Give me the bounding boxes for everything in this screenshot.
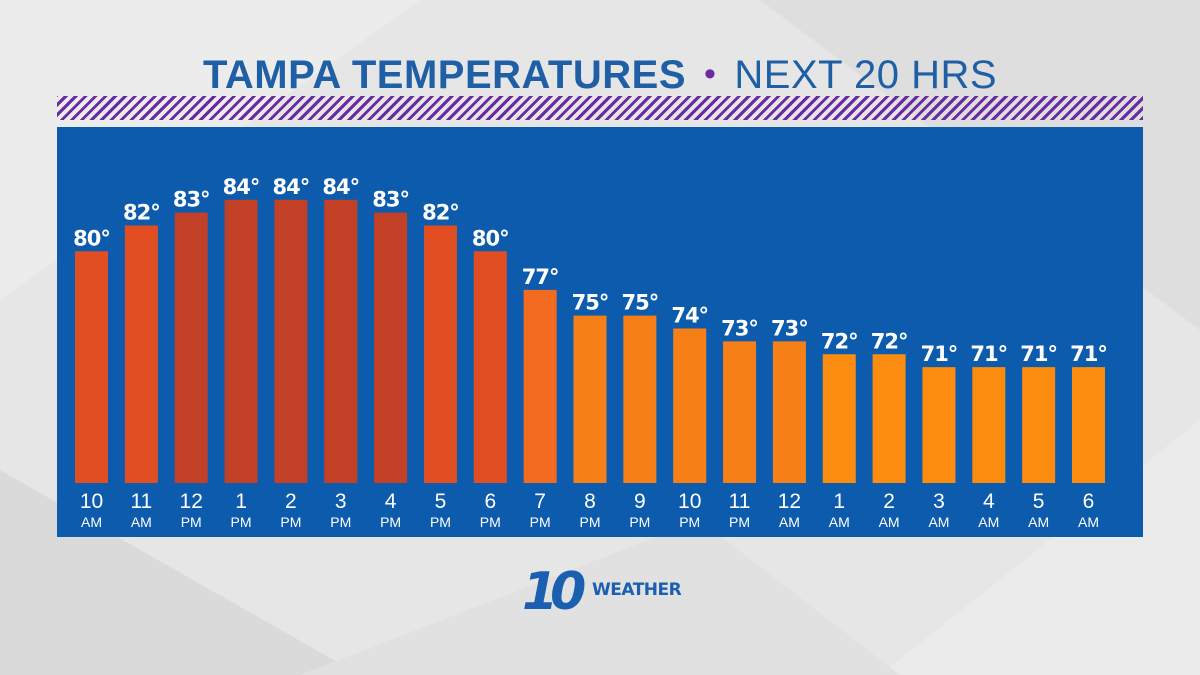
- hour-tick-label: 8: [584, 490, 596, 513]
- temperature-bar: [174, 212, 208, 483]
- hour-tick-label: 12: [180, 490, 203, 513]
- temperature-value-label: 71°: [970, 342, 1007, 366]
- temperature-bar: [573, 315, 607, 483]
- period-tick-label: AM: [928, 514, 949, 530]
- temperature-bar-chart: 80°10AM82°11AM83°12PM84°1PM84°2PM84°3PM8…: [73, 175, 1108, 530]
- temperature-value-label: 71°: [1020, 342, 1057, 366]
- temperature-value-label: 75°: [621, 291, 658, 315]
- period-tick-label: PM: [231, 514, 252, 530]
- hour-tick-label: 3: [335, 490, 347, 513]
- temperature-value-label: 80°: [73, 226, 110, 250]
- hour-tick-label: 5: [435, 490, 447, 513]
- temperature-value-label: 83°: [372, 188, 409, 212]
- temperature-bar: [523, 289, 557, 483]
- period-tick-label: PM: [729, 514, 750, 530]
- temperature-value-label: 84°: [223, 175, 260, 199]
- temperature-value-label: 72°: [821, 329, 858, 353]
- hour-tick-label: 6: [1083, 490, 1095, 513]
- hour-tick-label: 2: [883, 490, 895, 513]
- period-tick-label: AM: [81, 514, 102, 530]
- period-tick-label: PM: [380, 514, 401, 530]
- period-tick-label: AM: [131, 514, 152, 530]
- period-tick-label: AM: [1028, 514, 1049, 530]
- period-tick-label: AM: [779, 514, 800, 530]
- hour-tick-label: 1: [235, 490, 247, 513]
- period-tick-label: AM: [1078, 514, 1099, 530]
- period-tick-label: PM: [580, 514, 601, 530]
- temperature-bar: [423, 225, 457, 483]
- hour-tick-label: 12: [778, 490, 801, 513]
- hour-tick-label: 11: [729, 490, 751, 513]
- temperature-value-label: 82°: [422, 201, 459, 225]
- temperature-bar: [75, 251, 108, 483]
- hour-tick-label: 9: [634, 490, 646, 513]
- temperature-value-label: 80°: [472, 226, 509, 250]
- title-separator-dot: •: [704, 55, 717, 93]
- logo-wordmark: WEATHER: [592, 580, 682, 600]
- temperature-value-label: 71°: [1070, 342, 1107, 366]
- temperature-bar: [1072, 367, 1105, 483]
- temperature-value-label: 75°: [572, 291, 609, 315]
- period-tick-label: PM: [530, 514, 551, 530]
- hour-tick-label: 1: [833, 490, 845, 513]
- period-tick-label: PM: [330, 514, 351, 530]
- temperature-bar: [124, 225, 158, 483]
- period-tick-label: PM: [181, 514, 202, 530]
- temperature-bar: [473, 251, 507, 483]
- temperature-bar: [623, 315, 657, 483]
- temperature-bar: [374, 212, 408, 483]
- temperature-bar: [274, 199, 308, 483]
- period-tick-label: PM: [280, 514, 301, 530]
- temperature-value-label: 71°: [921, 342, 958, 366]
- title-city: TAMPA TEMPERATURES: [202, 53, 686, 97]
- temperature-value-label: 72°: [871, 329, 908, 353]
- temperature-bar: [922, 367, 956, 483]
- hour-tick-label: 6: [484, 490, 496, 513]
- temperature-bar: [723, 341, 757, 483]
- decorative-stripe: [57, 96, 1143, 120]
- hour-tick-label: 3: [933, 490, 945, 513]
- temperature-bar: [224, 199, 258, 483]
- station-logo: 10 WEATHER: [522, 562, 692, 622]
- hour-tick-label: 11: [130, 490, 152, 513]
- temperature-value-label: 83°: [173, 188, 210, 212]
- hour-tick-label: 5: [1033, 490, 1045, 513]
- hour-tick-label: 7: [534, 490, 546, 513]
- temperature-value-label: 82°: [123, 201, 160, 225]
- period-tick-label: PM: [480, 514, 501, 530]
- hour-tick-label: 10: [80, 490, 103, 513]
- hour-tick-label: 4: [983, 490, 995, 513]
- temperature-bar: [673, 328, 707, 483]
- temperature-bar: [324, 199, 358, 483]
- period-tick-label: PM: [629, 514, 650, 530]
- temperature-value-label: 77°: [522, 265, 559, 289]
- chart-title: TAMPA TEMPERATURES • NEXT 20 HRS: [0, 44, 1200, 105]
- temperature-value-label: 84°: [322, 175, 359, 199]
- temperature-bar: [972, 367, 1006, 483]
- temperature-bar: [772, 341, 806, 483]
- title-period: NEXT 20 HRS: [734, 53, 998, 97]
- temperature-bar: [822, 354, 856, 483]
- hour-tick-label: 10: [678, 490, 701, 513]
- temperature-value-label: 73°: [771, 316, 808, 340]
- temperature-bar: [1022, 367, 1056, 483]
- period-tick-label: AM: [978, 514, 999, 530]
- period-tick-label: PM: [679, 514, 700, 530]
- temperature-value-label: 73°: [721, 316, 758, 340]
- temperature-bar: [872, 354, 906, 483]
- chart-panel: 80° 10 AM 82° 11 AM 83° 12 PM 84° 1 PM 84° 2 PM 84° 3 PM 8…: [57, 127, 1143, 537]
- temperature-value-label: 84°: [273, 175, 310, 199]
- period-tick-label: PM: [430, 514, 451, 530]
- temperature-value-label: 74°: [671, 304, 708, 328]
- period-tick-label: AM: [829, 514, 850, 530]
- hour-tick-label: 4: [385, 490, 397, 513]
- logo-number: 10: [522, 562, 586, 622]
- hour-tick-label: 2: [285, 490, 297, 513]
- period-tick-label: AM: [879, 514, 900, 530]
